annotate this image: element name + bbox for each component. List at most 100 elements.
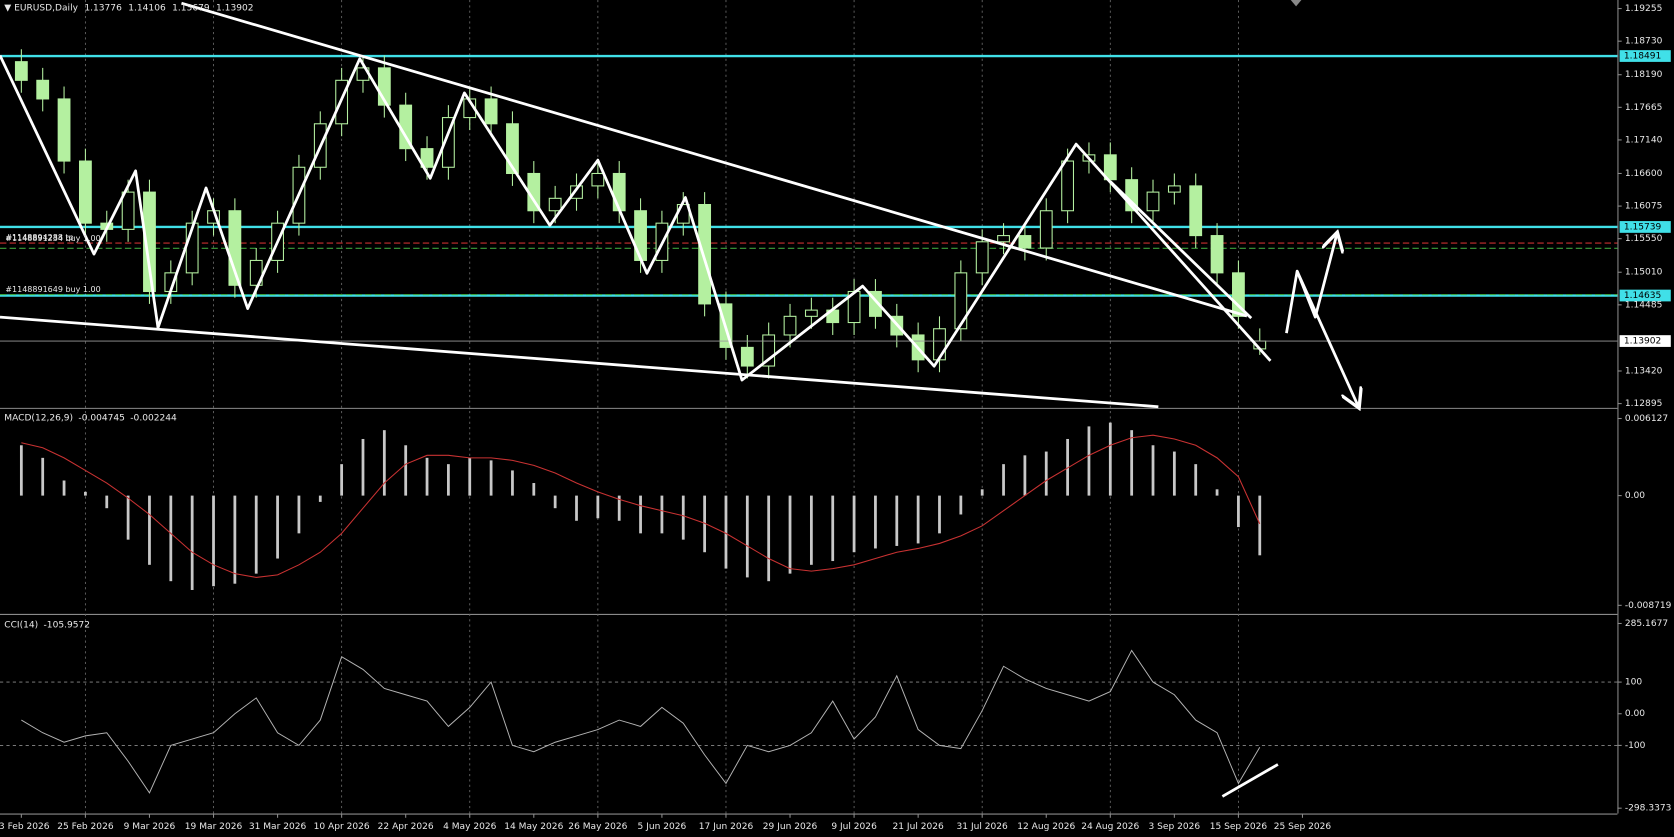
y-tick-label: -0.008719 (1625, 601, 1672, 611)
trend-line (1221, 763, 1279, 798)
x-tick-label: 5 Jun 2026 (638, 822, 687, 832)
histogram-bar (980, 489, 984, 496)
histogram-bar (297, 495, 301, 534)
histogram-bar (575, 495, 578, 521)
candle-body (121, 191, 135, 230)
histogram-bar (105, 495, 109, 509)
histogram-bar (19, 445, 23, 496)
y-tick-label: 1.15010 (1625, 268, 1663, 278)
candle-body (1232, 272, 1245, 317)
current-price-label: 1.13902 (1624, 337, 1661, 347)
histogram-bar (831, 495, 835, 562)
level-label-box (1619, 289, 1671, 302)
histogram-bar (1002, 464, 1005, 496)
x-tick-label: 3 Sep 2026 (1149, 822, 1201, 832)
indicator-name: MACD(12,26,9) (4, 413, 73, 423)
x-tick-label: 17 Jun 2026 (699, 822, 754, 832)
candle-body (997, 235, 1010, 243)
x-tick-label: 9 Mar 2026 (124, 822, 176, 832)
indicator-value: -0.002244 (130, 413, 177, 423)
candle-body (1146, 191, 1160, 212)
order-label: #1148891649 buy 1.00 (5, 285, 100, 294)
histogram-bar (233, 495, 237, 584)
histogram-bar (1172, 451, 1176, 496)
histogram-bar (276, 495, 279, 559)
x-tick-label: 31 Jul 2026 (957, 822, 1009, 832)
histogram-bar (639, 495, 642, 534)
candle-body (249, 259, 263, 286)
candle-body (548, 197, 562, 212)
candle-body (228, 210, 242, 286)
histogram-bar (447, 464, 450, 496)
histogram-bar (318, 495, 322, 502)
candle-body (441, 117, 455, 168)
histogram-bar (724, 495, 728, 569)
candle-body (869, 290, 882, 317)
arrow-down (1295, 270, 1358, 406)
candle-body (783, 315, 797, 336)
candle-body (143, 191, 156, 293)
y-tick-label: 1.15550 (1625, 234, 1663, 244)
candle-body (762, 334, 776, 367)
histogram-bar (62, 480, 66, 496)
y-tick-label: 0.00 (1625, 491, 1645, 501)
x-tick-label: 21 Jul 2026 (892, 822, 944, 832)
trend-line (0, 315, 1159, 409)
level-label-box (1619, 50, 1671, 62)
level-label: 1.15739 (1624, 222, 1662, 232)
candle-body (740, 346, 754, 367)
ohlc-value: 1.13776 (84, 3, 122, 13)
y-tick-label: -100 (1625, 741, 1646, 751)
x-tick-label: 10 Apr 2026 (314, 822, 370, 832)
histogram-bar (938, 495, 941, 534)
histogram-bar (553, 495, 557, 509)
histogram-bar (1237, 495, 1240, 528)
histogram-bar (1194, 464, 1198, 496)
order-label: #1148891234 buy 1.00 (5, 234, 100, 243)
y-tick-label: 1.18190 (1625, 70, 1663, 80)
candle-body (57, 98, 71, 162)
indicator-title: CCI(14) -105.9572 (4, 620, 90, 630)
histogram-bar (1215, 489, 1219, 496)
candle-body (506, 123, 519, 175)
zigzag (0, 54, 1272, 382)
histogram-bar (382, 430, 386, 496)
level-label: 1.14635 (1624, 291, 1661, 301)
indicator-value: -0.004745 (78, 413, 125, 423)
histogram-bar (1108, 422, 1112, 496)
histogram-bar (852, 495, 856, 553)
candle-body (1039, 210, 1053, 249)
y-tick-label: 0.006127 (1625, 414, 1668, 424)
x-tick-label: 25 Feb 2026 (57, 822, 114, 832)
histogram-bar (767, 495, 771, 582)
histogram-bar (745, 495, 749, 578)
marks-layer (0, 49, 1671, 794)
labels-layer: 13 Feb 2026 25 Feb 2026 9 Mar 2026 19 Mar 2… (0, 3, 1672, 832)
indicator-title: MACD(12,26,9) -0.004745 -0.002244 (4, 413, 177, 423)
candle-body (591, 172, 605, 187)
candle-body (1167, 185, 1181, 193)
y-tick-label: 1.13420 (1625, 366, 1663, 376)
y-tick-label: 1.12895 (1625, 399, 1662, 409)
histogram-bar (1023, 455, 1027, 496)
grid-layer (0, 0, 1622, 818)
histogram-bar (468, 457, 472, 496)
x-tick-label: 29 Jun 2026 (763, 822, 818, 832)
candle-body (570, 185, 583, 199)
indicator-value: -105.9572 (44, 620, 91, 630)
x-tick-label: 4 May 2026 (443, 822, 497, 832)
histogram-bar (703, 495, 707, 553)
histogram-bar (126, 495, 130, 540)
y-tick-label: 285.1677 (1625, 619, 1668, 629)
y-tick-label: 1.18730 (1625, 37, 1663, 47)
histogram-bar (959, 495, 963, 515)
x-tick-label: 25 Sep 2026 (1274, 822, 1332, 832)
histogram-bar (895, 495, 899, 546)
y-tick-label: 1.17140 (1625, 135, 1663, 145)
y-tick-label: 1.16075 (1625, 202, 1662, 212)
y-tick-label: 100 (1625, 678, 1643, 688)
ohlc-value: 1.13902 (216, 3, 253, 13)
current-price-box (1619, 335, 1671, 347)
candle-body (1189, 185, 1203, 237)
